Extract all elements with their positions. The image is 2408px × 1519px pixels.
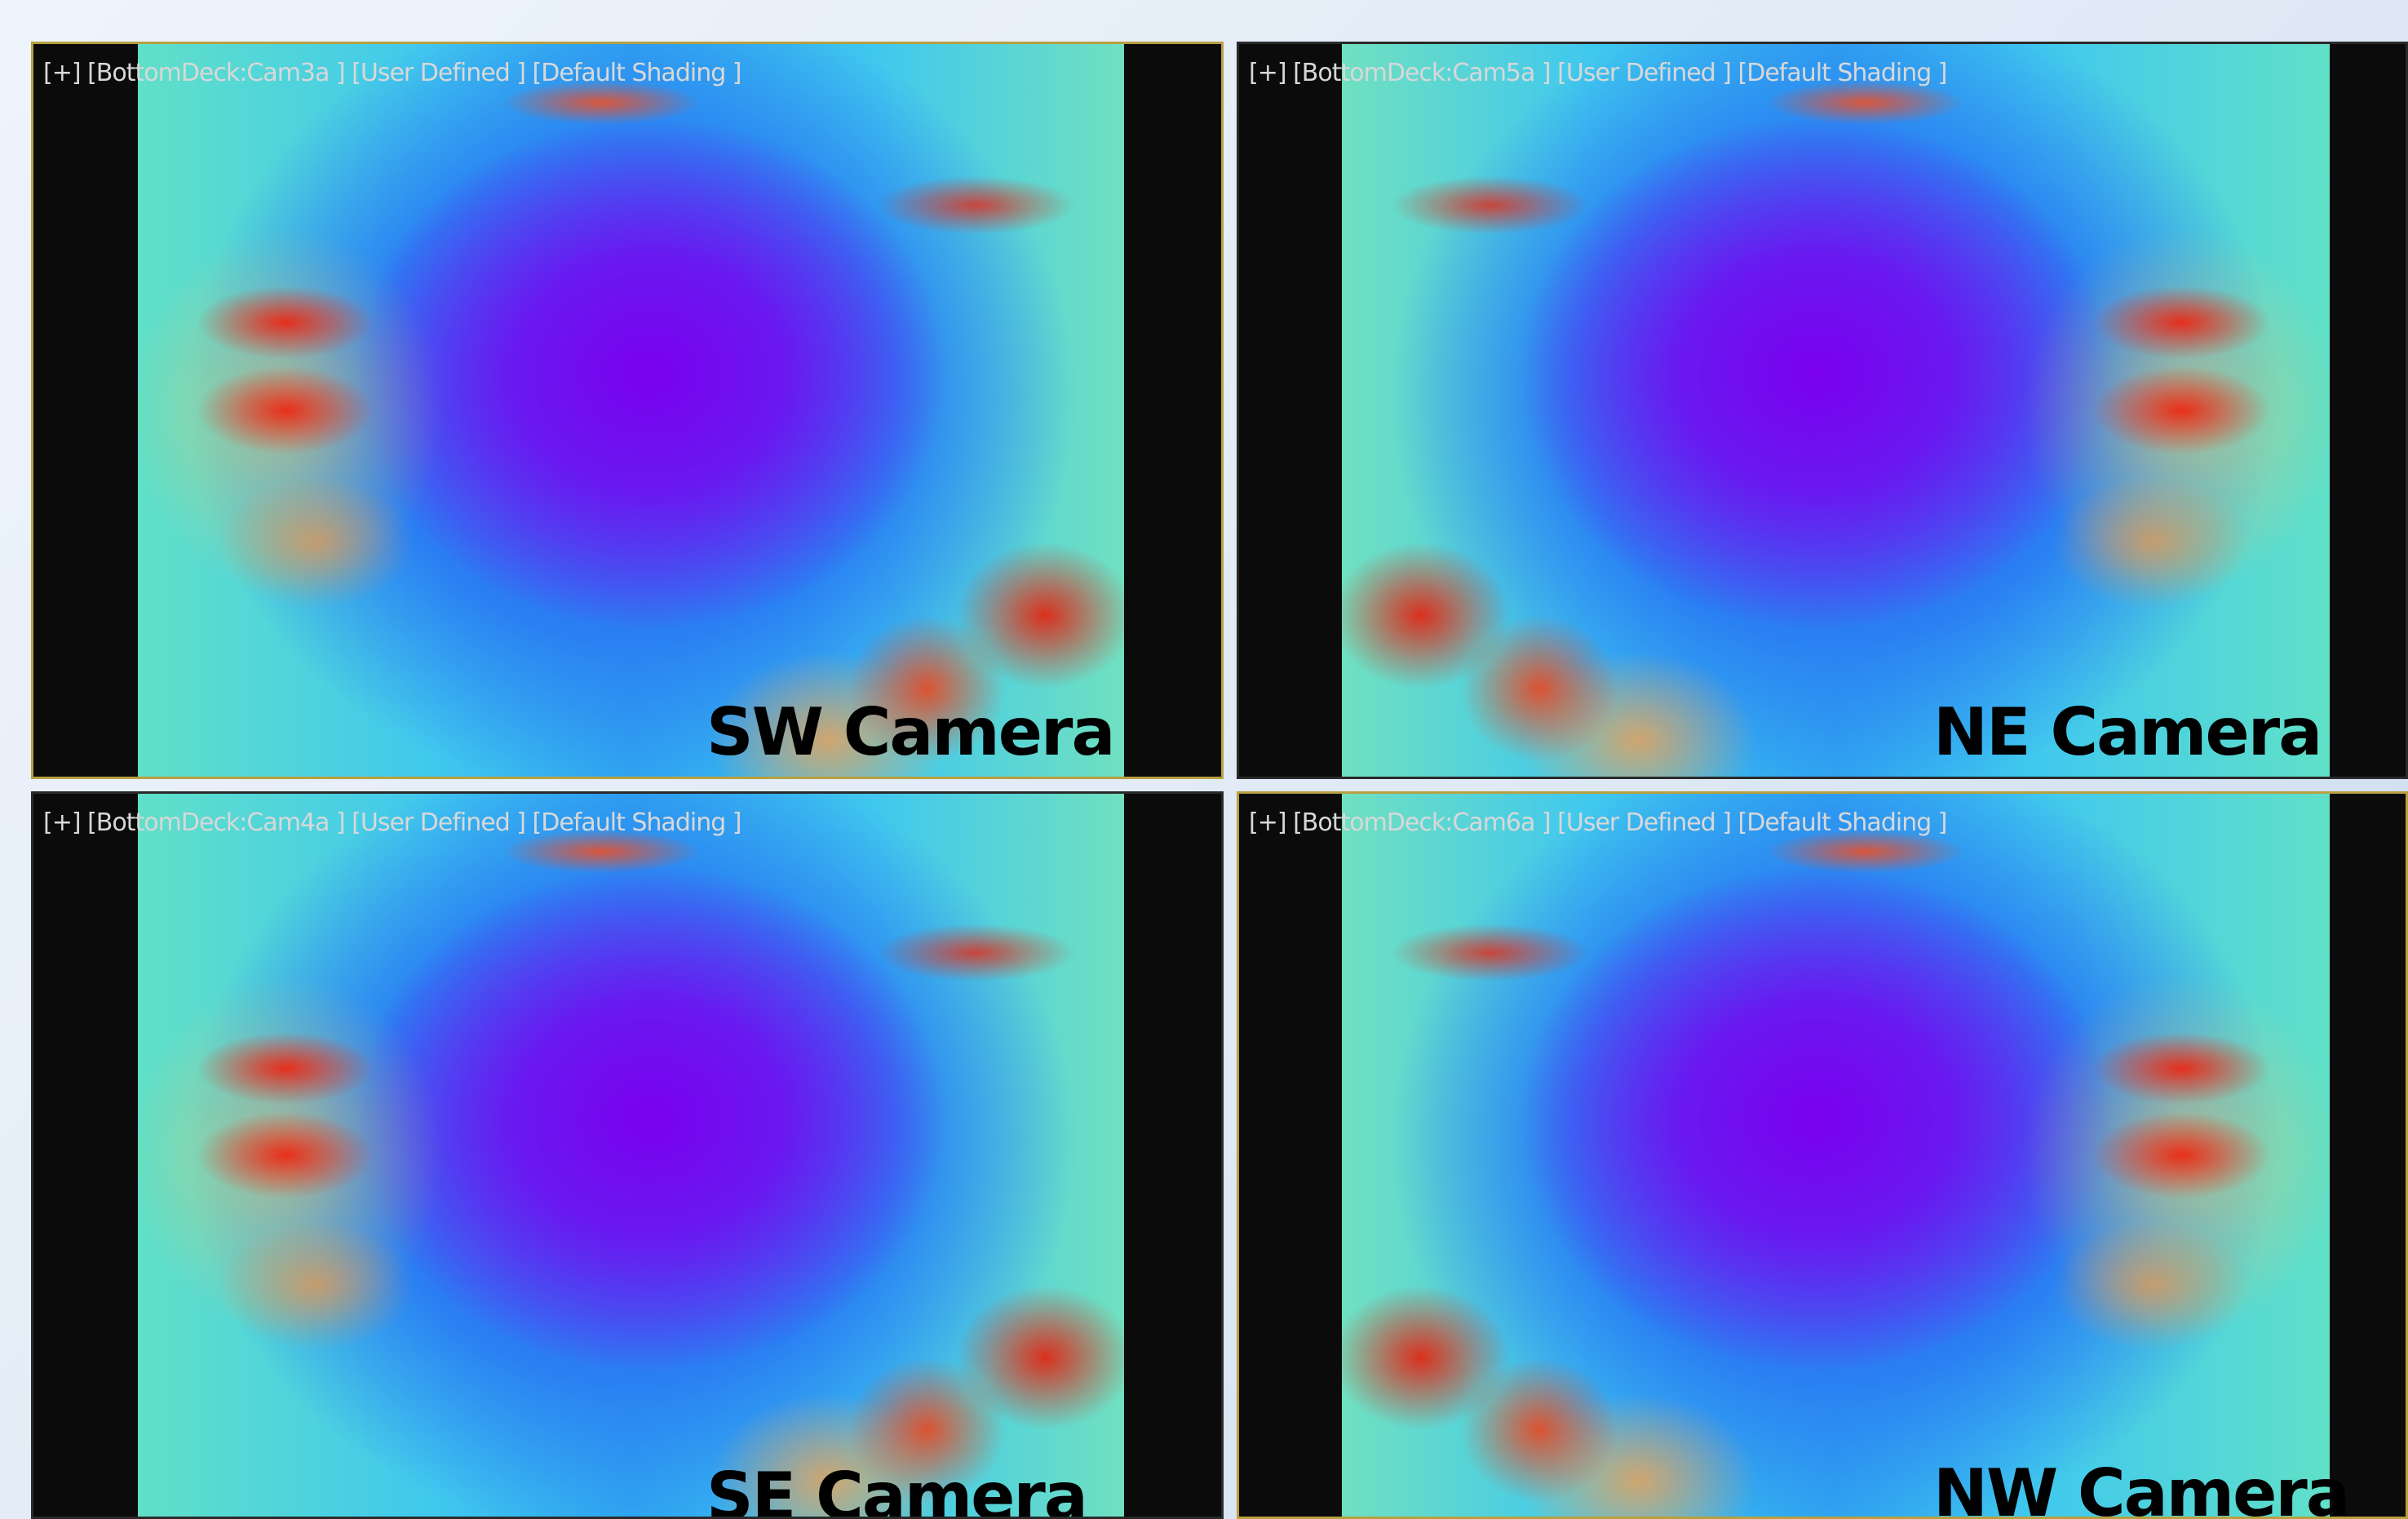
camera-label: SW Camera bbox=[706, 694, 1113, 770]
heatmap bbox=[1342, 794, 2330, 1517]
page: {"viewports": [ {"header": "[+] [BottomD… bbox=[0, 0, 2408, 1519]
viewport-header[interactable]: [+] [BottomDeck:Cam3a ] [User Defined ] … bbox=[43, 59, 741, 87]
viewport-header[interactable]: [+] [BottomDeck:Cam6a ] [User Defined ] … bbox=[1249, 808, 1947, 837]
viewport-header[interactable]: [+] [BottomDeck:Cam4a ] [User Defined ] … bbox=[43, 808, 741, 837]
camera-label: SE Camera bbox=[706, 1459, 1087, 1519]
heatmap bbox=[138, 44, 1124, 777]
camera-label: NE Camera bbox=[1933, 694, 2321, 770]
viewport[interactable]: [+] [BottomDeck:Cam6a ] [User Defined ] … bbox=[1237, 791, 2408, 1519]
viewport[interactable]: [+] [BottomDeck:Cam3a ] [User Defined ] … bbox=[31, 42, 1224, 779]
camera-label: NW Camera bbox=[1933, 1455, 2348, 1519]
viewport[interactable]: [+] [BottomDeck:Cam5a ] [User Defined ] … bbox=[1237, 42, 2408, 779]
viewport-header[interactable]: [+] [BottomDeck:Cam5a ] [User Defined ] … bbox=[1249, 59, 1947, 87]
heatmap bbox=[138, 794, 1124, 1517]
heatmap bbox=[1342, 44, 2330, 777]
viewport[interactable]: [+] [BottomDeck:Cam4a ] [User Defined ] … bbox=[31, 791, 1224, 1519]
